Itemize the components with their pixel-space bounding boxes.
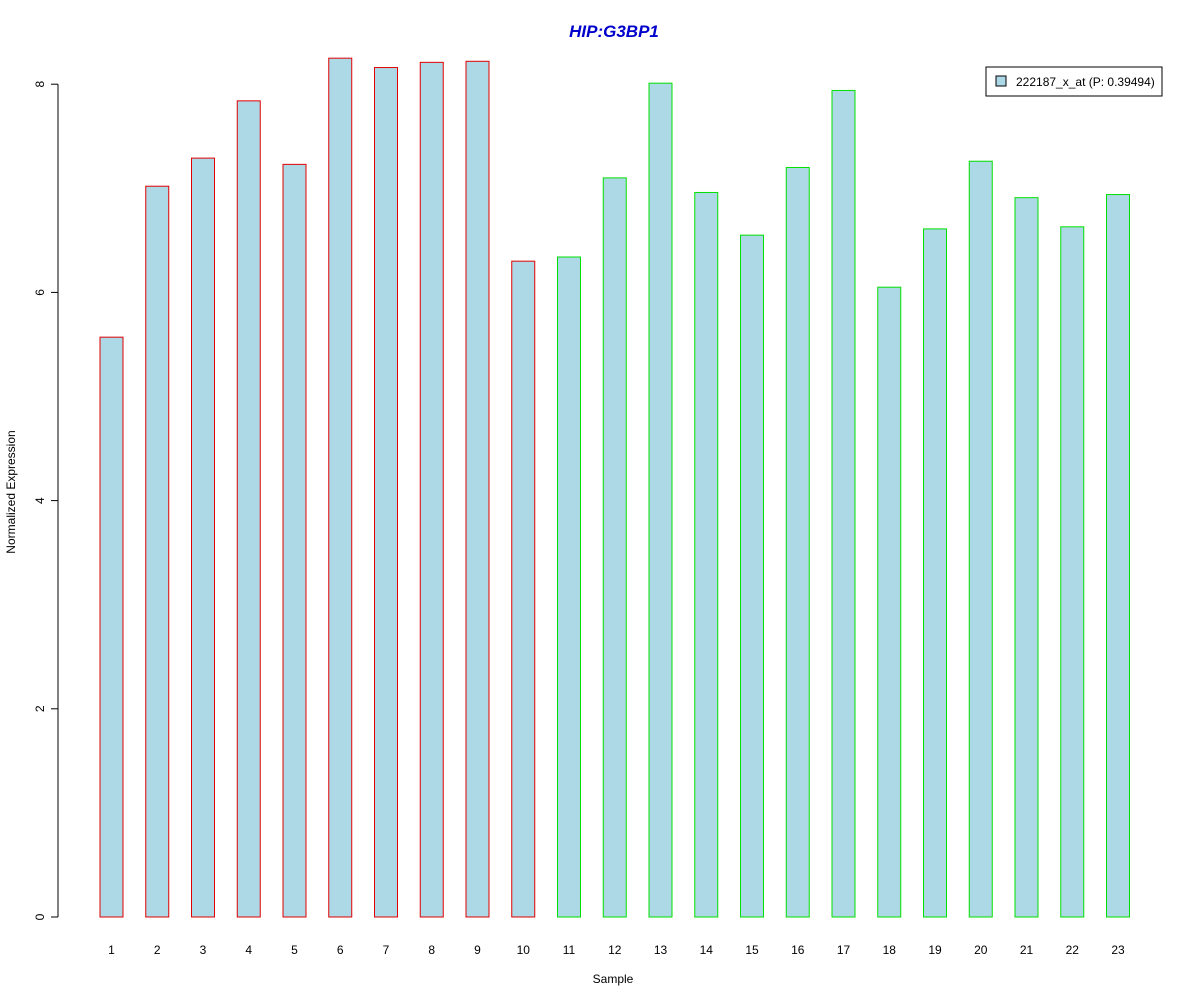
bar-sample-15	[740, 234, 764, 918]
x-tick-label: 10	[517, 943, 531, 957]
bar-sample-10	[511, 260, 536, 918]
bar-sample-1	[99, 336, 124, 918]
x-tick-label: 2	[154, 943, 161, 957]
x-tick-label: 23	[1111, 943, 1125, 957]
legend: 222187_x_at (P: 0.39494)	[985, 66, 1163, 97]
x-tick-label: 21	[1020, 943, 1034, 957]
x-tick-label: 15	[745, 943, 759, 957]
x-tick-label: 7	[383, 943, 390, 957]
chart-title: HIP:G3BP1	[569, 22, 659, 41]
bar-sample-18	[877, 286, 902, 918]
y-axis-label: Normalized Expression	[4, 430, 18, 553]
bar-sample-5	[282, 163, 307, 918]
x-tick-label: 6	[337, 943, 344, 957]
x-tick-label: 3	[200, 943, 207, 957]
x-tick-label: 8	[428, 943, 435, 957]
x-tick-label: 12	[608, 943, 622, 957]
x-tick-label: 11	[563, 943, 576, 957]
x-tick-label: 14	[700, 943, 714, 957]
bar-sample-9	[465, 60, 490, 918]
y-tick-label: 4	[33, 497, 47, 504]
legend-label: 222187_x_at (P: 0.39494)	[1016, 75, 1155, 89]
legend-swatch	[995, 75, 1007, 87]
bar-sample-21	[1014, 197, 1039, 918]
x-tick-label: 1	[108, 943, 115, 957]
x-tick-label: 18	[883, 943, 897, 957]
x-tick-label: 13	[654, 943, 668, 957]
bar-sample-17	[831, 89, 856, 918]
y-tick-label: 6	[33, 289, 47, 296]
x-tick-label: 17	[837, 943, 851, 957]
x-tick-label: 16	[791, 943, 805, 957]
bar-sample-22	[1060, 226, 1085, 918]
bar-sample-6	[328, 57, 353, 918]
x-tick-label: 9	[474, 943, 481, 957]
bar-sample-8	[419, 61, 444, 918]
y-axis: 0 2 4 6 8	[33, 81, 59, 920]
bar-sample-12	[602, 177, 627, 918]
bar-sample-13	[648, 82, 673, 918]
x-tick-label: 4	[245, 943, 252, 957]
x-tick-label: 22	[1066, 943, 1080, 957]
x-tick-labels: 1 2 3 4 5 6 7 8 9 10 11 12 13 14 15 16 17 18 19 20 21 22 23	[108, 943, 1125, 957]
y-tick-label: 2	[33, 705, 47, 712]
bar-sample-20	[968, 160, 993, 918]
x-axis-label: Sample	[593, 972, 634, 986]
bar-sample-2	[145, 185, 170, 918]
bar-sample-16	[785, 166, 810, 918]
y-tick-label: 8	[33, 81, 47, 88]
bar-sample-7	[374, 67, 398, 918]
bar-sample-14	[694, 191, 719, 918]
legend-box	[985, 66, 1163, 97]
x-tick-label: 20	[974, 943, 988, 957]
bar-sample-23	[1106, 194, 1130, 918]
bar-sample-11	[557, 256, 581, 918]
bar-sample-19	[923, 228, 947, 918]
bar-sample-3	[191, 157, 215, 918]
x-tick-label: 19	[928, 943, 942, 957]
x-tick-label: 5	[291, 943, 298, 957]
bars	[99, 57, 1130, 918]
y-tick-label: 0	[33, 913, 47, 920]
bar-sample-4	[236, 100, 261, 918]
